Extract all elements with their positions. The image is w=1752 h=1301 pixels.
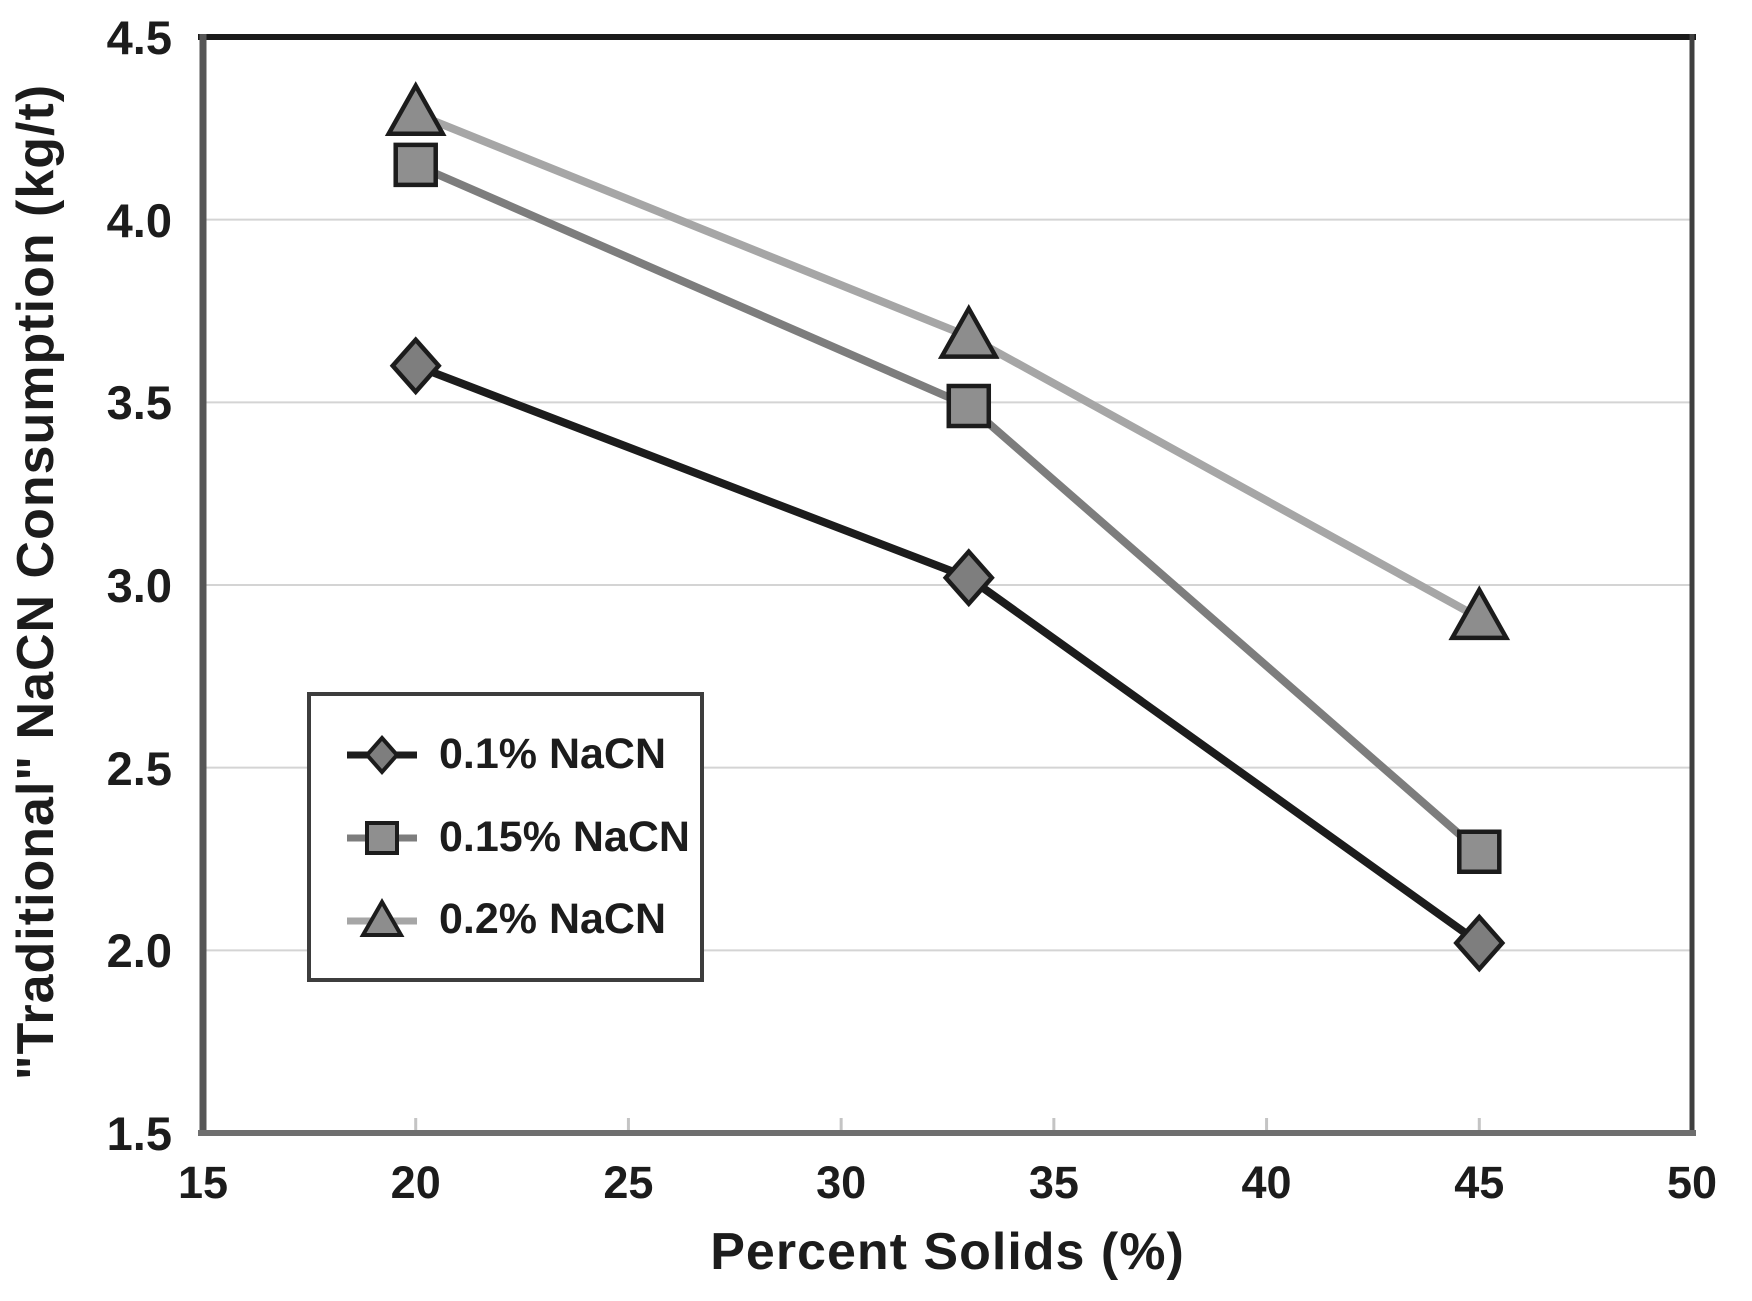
legend-label: 0.1% NaCN: [439, 729, 667, 778]
triangle-marker-icon: [347, 897, 417, 937]
data-point-marker-0-1-nacn: [389, 336, 442, 396]
legend: 0.1% NaCN 0.15% NaCN 0.2% NaCN: [307, 692, 704, 982]
data-point-marker-0-2-nacn: [384, 81, 447, 136]
x-tick-label: 35: [1028, 1157, 1079, 1208]
x-tick-label: 40: [1241, 1157, 1292, 1208]
diamond-marker-icon: [347, 735, 417, 776]
data-point-marker-0-1-nacn: [1453, 913, 1506, 973]
legend-label: 0.15% NaCN: [439, 812, 690, 861]
series-line-0-2-nacn: [411, 109, 1484, 622]
x-tick-label: 50: [1666, 1157, 1718, 1208]
legend-item-0-2-nacn: 0.2% NaCN: [345, 895, 700, 944]
y-tick-label: 3.0: [106, 559, 172, 612]
data-point-marker-0-2-nacn: [937, 303, 1000, 359]
x-tick-label: 25: [603, 1157, 654, 1208]
y-tick-label: 1.5: [106, 1107, 172, 1160]
legend-label: 0.2% NaCN: [439, 895, 667, 944]
x-tick-label: 20: [390, 1157, 441, 1208]
legend-item-0-15-nacn: 0.15% NaCN: [345, 813, 700, 862]
y-tick-label: 4.0: [106, 193, 172, 247]
y-tick-label: 2.0: [106, 924, 172, 978]
data-point-marker-0-15-nacn: [1457, 829, 1502, 874]
data-point-marker-0-15-nacn: [393, 142, 438, 188]
x-tick-label: 30: [816, 1157, 867, 1208]
legend-item-0-1-nacn: 0.1% NaCN: [345, 730, 700, 779]
y-tick-label: 3.5: [106, 376, 172, 430]
data-point-marker-0-15-nacn: [946, 383, 992, 429]
data-point-marker-0-1-nacn: [942, 548, 995, 608]
data-point-marker-0-2-nacn: [1448, 585, 1511, 641]
x-tick-label: 45: [1454, 1157, 1505, 1208]
x-axis-title: Percent Solids (%): [710, 1223, 1185, 1281]
square-marker-icon: [347, 821, 417, 855]
x-tick-label: 15: [177, 1157, 229, 1208]
y-tick-label: 2.5: [106, 741, 172, 795]
y-tick-label: 4.5: [106, 11, 172, 64]
